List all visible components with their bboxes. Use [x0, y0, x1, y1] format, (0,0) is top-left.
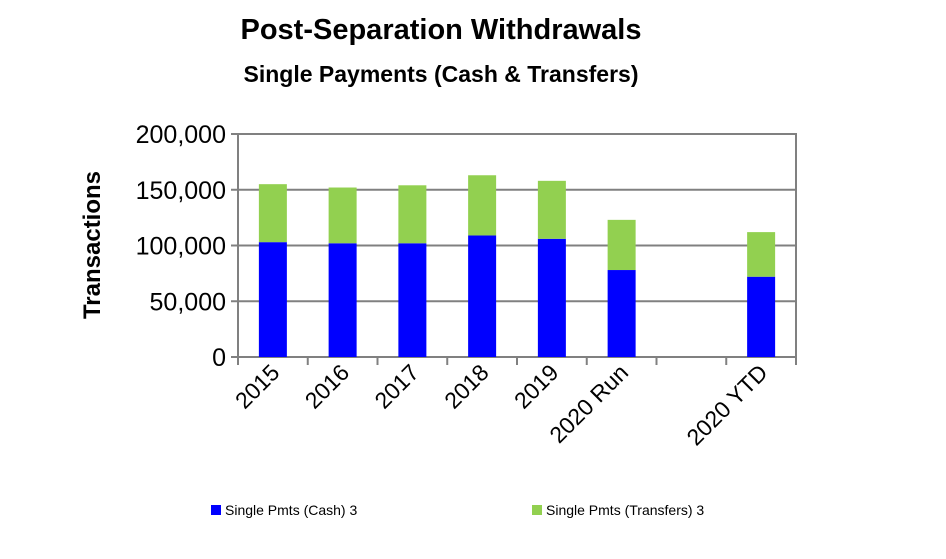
gridlines — [238, 133, 796, 358]
y-axis-ticks: 0 50,000 100,000 150,000 200,000 — [136, 121, 238, 372]
bar-transfers — [747, 232, 776, 277]
x-tick-label: 2019 — [509, 359, 564, 414]
legend: Single Pmts (Cash) 3 Single Pmts (Transf… — [211, 502, 704, 518]
y-tick-label: 0 — [212, 344, 226, 372]
bar-cash — [537, 238, 566, 357]
bar-transfers — [398, 185, 427, 244]
bar-cash — [747, 276, 776, 357]
legend-swatch-transfers — [532, 505, 542, 515]
bar-transfers — [328, 187, 357, 244]
bar-transfers — [537, 180, 566, 239]
x-tick-label: 2020 YTD — [681, 359, 772, 450]
chart-title: Post-Separation Withdrawals — [241, 14, 642, 46]
bar-cash — [607, 270, 636, 357]
legend-swatch-cash — [211, 505, 221, 515]
bar-transfers — [468, 175, 497, 236]
y-axis-label: Transactions — [79, 171, 106, 319]
bar-cash — [258, 242, 287, 357]
x-tick-label: 2015 — [230, 359, 285, 414]
chart-subtitle: Single Payments (Cash & Transfers) — [244, 61, 639, 87]
bars — [258, 175, 776, 357]
bar-transfers — [258, 184, 287, 243]
y-tick-label: 200,000 — [136, 121, 226, 149]
x-tick-label: 2017 — [369, 359, 424, 414]
bar-cash — [328, 243, 357, 357]
legend-label-cash: Single Pmts (Cash) 3 — [225, 502, 357, 518]
y-tick-label: 100,000 — [136, 233, 226, 261]
bar-cash — [468, 235, 497, 357]
x-tick-label: 2018 — [439, 359, 494, 414]
x-tick-label: 2016 — [300, 359, 355, 414]
bar-transfers — [607, 219, 636, 271]
legend-label-transfers: Single Pmts (Transfers) 3 — [546, 502, 704, 518]
y-tick-label: 150,000 — [136, 177, 226, 205]
bar-cash — [398, 243, 427, 357]
y-tick-label: 50,000 — [150, 288, 226, 316]
